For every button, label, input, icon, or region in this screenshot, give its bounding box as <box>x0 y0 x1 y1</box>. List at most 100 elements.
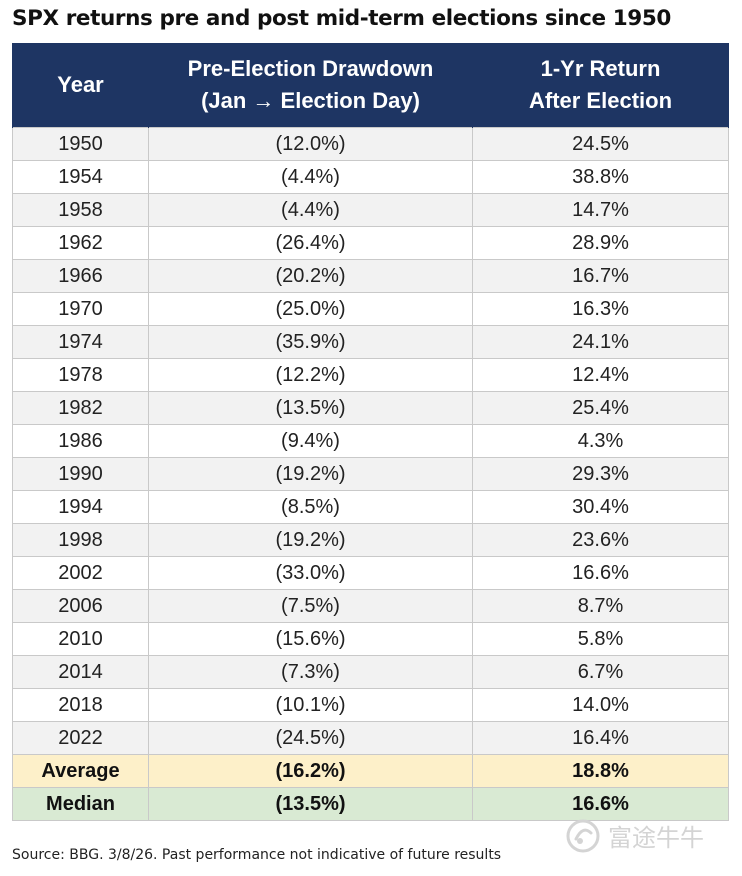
year-cell: 2002 <box>12 556 149 590</box>
header-row: Year Pre-Election Drawdown (Jan → Electi… <box>12 43 729 128</box>
summary-label-cell: Median <box>12 787 149 821</box>
year-cell: 2018 <box>12 688 149 722</box>
table-row: 1990 (19.2%) 29.3% <box>12 457 729 491</box>
drawdown-cell: (9.4%) <box>148 424 473 458</box>
year-cell: 1970 <box>12 292 149 326</box>
drawdown-cell: (7.3%) <box>148 655 473 689</box>
table-row: 2022 (24.5%) 16.4% <box>12 721 729 755</box>
drawdown-cell: (4.4%) <box>148 193 473 227</box>
watermark: 富途牛牛 <box>566 818 704 853</box>
drawdown-cell: (13.5%) <box>148 391 473 425</box>
drawdown-cell: (25.0%) <box>148 292 473 326</box>
return-cell: 23.6% <box>472 523 729 557</box>
year-cell: 2010 <box>12 622 149 656</box>
year-cell: 1994 <box>12 490 149 524</box>
return-cell: 30.4% <box>472 490 729 524</box>
table-row: 1986 (9.4%) 4.3% <box>12 424 729 458</box>
table-row: 1978 (12.2%) 12.4% <box>12 358 729 392</box>
header-return: 1-Yr Return After Election <box>472 43 729 128</box>
year-cell: 1998 <box>12 523 149 557</box>
year-cell: 2006 <box>12 589 149 623</box>
drawdown-cell: (24.5%) <box>148 721 473 755</box>
drawdown-cell: (7.5%) <box>148 589 473 623</box>
year-cell: 1966 <box>12 259 149 293</box>
table-row: 2002 (33.0%) 16.6% <box>12 556 729 590</box>
drawdown-cell: (19.2%) <box>148 457 473 491</box>
source-note: Source: BBG. 3/8/26. Past performance no… <box>12 847 502 863</box>
header-drawdown-line1: Pre-Election Drawdown <box>187 56 434 81</box>
return-cell: 14.0% <box>472 688 729 722</box>
table-row: 1994 (8.5%) 30.4% <box>12 490 729 524</box>
header-year-line1: Year <box>57 72 104 97</box>
year-cell: 1974 <box>12 325 149 359</box>
year-cell: 1962 <box>12 226 149 260</box>
table-row: 1998 (19.2%) 23.6% <box>12 523 729 557</box>
return-cell: 18.8% <box>472 754 729 788</box>
drawdown-cell: (4.4%) <box>148 160 473 194</box>
table-row: 1966 (20.2%) 16.7% <box>12 259 729 293</box>
table-row: 2018 (10.1%) 14.0% <box>12 688 729 722</box>
table-row: 1954 (4.4%) 38.8% <box>12 160 729 194</box>
returns-table: Year Pre-Election Drawdown (Jan → Electi… <box>12 43 729 821</box>
table-row: 1982 (13.5%) 25.4% <box>12 391 729 425</box>
drawdown-cell: (10.1%) <box>148 688 473 722</box>
header-year: Year <box>12 43 149 128</box>
return-cell: 24.1% <box>472 325 729 359</box>
return-cell: 4.3% <box>472 424 729 458</box>
drawdown-cell: (12.0%) <box>148 127 473 161</box>
year-cell: 1982 <box>12 391 149 425</box>
return-cell: 16.7% <box>472 259 729 293</box>
return-cell: 8.7% <box>472 589 729 623</box>
return-cell: 12.4% <box>472 358 729 392</box>
return-cell: 6.7% <box>472 655 729 689</box>
drawdown-cell: (13.5%) <box>148 787 473 821</box>
return-cell: 16.6% <box>472 556 729 590</box>
return-cell: 16.3% <box>472 292 729 326</box>
return-cell: 16.4% <box>472 721 729 755</box>
futu-logo-icon <box>566 819 600 852</box>
table-row: 1962 (26.4%) 28.9% <box>12 226 729 260</box>
year-cell: 1990 <box>12 457 149 491</box>
header-return-line2: After Election <box>528 88 673 113</box>
drawdown-cell: (15.6%) <box>148 622 473 656</box>
return-cell: 16.6% <box>472 787 729 821</box>
year-cell: 1950 <box>12 127 149 161</box>
table-row: 2010 (15.6%) 5.8% <box>12 622 729 656</box>
return-cell: 5.8% <box>472 622 729 656</box>
drawdown-cell: (33.0%) <box>148 556 473 590</box>
table-header: Year Pre-Election Drawdown (Jan → Electi… <box>12 43 729 128</box>
drawdown-cell: (20.2%) <box>148 259 473 293</box>
drawdown-cell: (35.9%) <box>148 325 473 359</box>
average-row: Average (16.2%) 18.8% <box>12 754 729 788</box>
drawdown-cell: (26.4%) <box>148 226 473 260</box>
year-cell: 2014 <box>12 655 149 689</box>
summary-label-cell: Average <box>12 754 149 788</box>
year-cell: 1978 <box>12 358 149 392</box>
return-cell: 14.7% <box>472 193 729 227</box>
return-cell: 24.5% <box>472 127 729 161</box>
table-body: 1950 (12.0%) 24.5% 1954 (4.4%) 38.8% 1958 (4.4%… <box>12 127 729 821</box>
return-cell: 25.4% <box>472 391 729 425</box>
median-row: Median (13.5%) 16.6% <box>12 787 729 821</box>
drawdown-cell: (16.2%) <box>148 754 473 788</box>
return-cell: 28.9% <box>472 226 729 260</box>
header-drawdown: Pre-Election Drawdown (Jan → Election Da… <box>148 43 473 128</box>
year-cell: 1986 <box>12 424 149 458</box>
table-row: 2014 (7.3%) 6.7% <box>12 655 729 689</box>
year-cell: 1954 <box>12 160 149 194</box>
year-cell: 2022 <box>12 721 149 755</box>
watermark-text: 富途牛牛 <box>608 825 704 852</box>
return-cell: 38.8% <box>472 160 729 194</box>
drawdown-cell: (19.2%) <box>148 523 473 557</box>
drawdown-cell: (8.5%) <box>148 490 473 524</box>
table-row: 1950 (12.0%) 24.5% <box>12 127 729 161</box>
table-row: 1970 (25.0%) 16.3% <box>12 292 729 326</box>
header-drawdown-line2: (Jan → Election Day) <box>201 88 420 113</box>
page-title: SPX returns pre and post mid-term electi… <box>12 6 671 31</box>
table-row: 1958 (4.4%) 14.7% <box>12 193 729 227</box>
table-row: 2006 (7.5%) 8.7% <box>12 589 729 623</box>
year-cell: 1958 <box>12 193 149 227</box>
return-cell: 29.3% <box>472 457 729 491</box>
table-row: 1974 (35.9%) 24.1% <box>12 325 729 359</box>
drawdown-cell: (12.2%) <box>148 358 473 392</box>
